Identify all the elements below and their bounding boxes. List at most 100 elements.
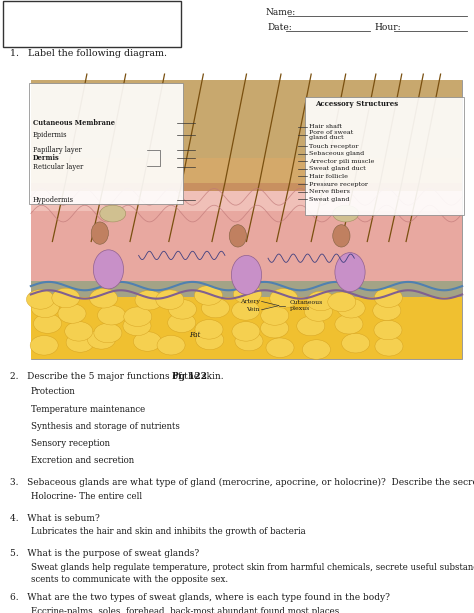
Ellipse shape: [333, 205, 359, 222]
Bar: [31, 183, 462, 191]
Ellipse shape: [58, 304, 86, 323]
Text: scents to communicate with the opposite sex.: scents to communicate with the opposite …: [31, 575, 228, 584]
Ellipse shape: [100, 205, 126, 222]
Text: Cutaneous
plexus: Cutaneous plexus: [290, 300, 323, 311]
Text: Excretion and secretion: Excretion and secretion: [31, 456, 134, 465]
Text: Hour:: Hour:: [374, 23, 401, 32]
Text: Pore of sweat
gland duct: Pore of sweat gland duct: [309, 129, 353, 140]
Text: Holocrine- The entire cell: Holocrine- The entire cell: [31, 492, 142, 501]
Ellipse shape: [374, 320, 402, 340]
FancyBboxPatch shape: [31, 80, 462, 359]
Text: Temperature maintenance: Temperature maintenance: [31, 405, 145, 414]
Text: Protection: Protection: [31, 387, 75, 397]
FancyBboxPatch shape: [29, 83, 183, 204]
Text: Nerve fibers: Nerve fibers: [309, 189, 350, 194]
Ellipse shape: [270, 289, 298, 308]
Ellipse shape: [234, 284, 262, 304]
Ellipse shape: [333, 225, 350, 247]
Text: 3.   Sebaceous glands are what type of gland (merocrine, apocrine, or holocrine): 3. Sebaceous glands are what type of gla…: [10, 478, 474, 487]
Ellipse shape: [307, 291, 335, 311]
Text: Sebaceous gland: Sebaceous gland: [309, 151, 365, 156]
Text: Pg 122: Pg 122: [172, 372, 207, 381]
Ellipse shape: [374, 288, 402, 308]
Circle shape: [335, 253, 365, 292]
Text: Sweat gland duct: Sweat gland duct: [309, 167, 366, 172]
Text: Hair follicle: Hair follicle: [309, 174, 348, 179]
Text: Cutaneous Membrane: Cutaneous Membrane: [33, 119, 115, 127]
Text: Chapter 5 Test Review: Chapter 5 Test Review: [6, 11, 131, 20]
Text: Integumentary System: Integumentary System: [6, 29, 134, 38]
Ellipse shape: [65, 322, 93, 341]
Text: Artery: Artery: [239, 299, 259, 304]
Ellipse shape: [30, 335, 58, 355]
Text: Reticular layer: Reticular layer: [33, 162, 83, 170]
Ellipse shape: [373, 301, 401, 321]
Ellipse shape: [87, 330, 116, 349]
Ellipse shape: [135, 291, 163, 310]
Ellipse shape: [375, 337, 403, 356]
Ellipse shape: [52, 288, 80, 308]
Text: Accessory Structures: Accessory Structures: [315, 101, 398, 109]
Text: Epidermis: Epidermis: [33, 131, 67, 140]
Text: Sweat gland: Sweat gland: [309, 197, 349, 202]
Ellipse shape: [156, 290, 184, 310]
Ellipse shape: [261, 306, 289, 326]
Ellipse shape: [194, 286, 222, 305]
Text: Date:: Date:: [268, 23, 292, 32]
Ellipse shape: [337, 299, 365, 318]
Ellipse shape: [124, 307, 152, 327]
Ellipse shape: [302, 340, 330, 359]
Ellipse shape: [98, 305, 126, 325]
Ellipse shape: [266, 338, 294, 357]
Bar: [31, 191, 462, 211]
Ellipse shape: [201, 299, 229, 318]
Ellipse shape: [91, 222, 109, 244]
Text: Eccrine-palms, soles, forehead, back-most abundant found most places: Eccrine-palms, soles, forehead, back-mos…: [31, 607, 339, 613]
Text: Pressure receptor: Pressure receptor: [309, 181, 368, 186]
Ellipse shape: [134, 332, 162, 351]
Ellipse shape: [229, 225, 246, 247]
Ellipse shape: [157, 335, 185, 355]
Ellipse shape: [261, 318, 289, 338]
Bar: [31, 281, 462, 359]
Ellipse shape: [66, 333, 94, 352]
Ellipse shape: [232, 322, 260, 341]
Text: 2.   Describe the 5 major functions of the skin.: 2. Describe the 5 major functions of the…: [10, 372, 230, 381]
FancyBboxPatch shape: [3, 1, 181, 47]
Text: Hypodermis: Hypodermis: [33, 196, 74, 204]
Text: Touch receptor: Touch receptor: [309, 143, 358, 148]
Text: Synthesis and storage of nutrients: Synthesis and storage of nutrients: [31, 422, 180, 431]
Ellipse shape: [94, 323, 122, 343]
Ellipse shape: [168, 313, 196, 332]
Text: 6.   What are the two types of sweat glands, where is each type found in the bod: 6. What are the two types of sweat gland…: [10, 593, 390, 603]
Ellipse shape: [342, 333, 370, 353]
Text: Sensory reception: Sensory reception: [31, 439, 110, 448]
Ellipse shape: [27, 290, 55, 309]
Circle shape: [93, 250, 124, 289]
Text: 5.   What is the purpose of sweat glands?: 5. What is the purpose of sweat glands?: [10, 549, 200, 558]
Ellipse shape: [232, 300, 260, 320]
Ellipse shape: [328, 292, 356, 311]
Text: Papillary layer: Papillary layer: [33, 146, 82, 154]
Ellipse shape: [123, 316, 151, 336]
Ellipse shape: [304, 302, 332, 321]
Bar: [31, 191, 462, 281]
Ellipse shape: [235, 331, 263, 351]
Bar: [31, 281, 462, 297]
Ellipse shape: [31, 298, 59, 318]
Text: Name:: Name:: [265, 9, 296, 17]
Text: Arrector pili muscle: Arrector pili muscle: [309, 159, 374, 164]
Ellipse shape: [335, 314, 363, 334]
Ellipse shape: [196, 330, 224, 349]
Text: Dermis: Dermis: [33, 154, 60, 162]
Ellipse shape: [297, 316, 325, 336]
Circle shape: [231, 256, 262, 294]
Text: Vein: Vein: [246, 307, 259, 312]
Ellipse shape: [168, 300, 196, 319]
Text: 4.   What is sebum?: 4. What is sebum?: [10, 514, 100, 523]
Ellipse shape: [34, 314, 62, 333]
Ellipse shape: [195, 319, 223, 339]
FancyBboxPatch shape: [305, 97, 464, 215]
Text: Lubricates the hair and skin and inhibits the growth of bacteria: Lubricates the hair and skin and inhibit…: [31, 527, 305, 536]
Text: 1.   Label the following diagram.: 1. Label the following diagram.: [10, 50, 167, 58]
